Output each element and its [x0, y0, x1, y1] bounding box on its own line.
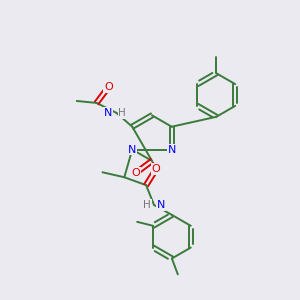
Text: O: O	[152, 164, 161, 174]
Text: N: N	[167, 145, 176, 154]
Text: H: H	[143, 200, 151, 210]
Text: N: N	[104, 108, 112, 118]
Text: N: N	[128, 145, 136, 154]
Text: O: O	[132, 168, 140, 178]
Text: O: O	[104, 82, 113, 92]
Text: H: H	[118, 108, 126, 118]
Text: N: N	[157, 200, 165, 210]
